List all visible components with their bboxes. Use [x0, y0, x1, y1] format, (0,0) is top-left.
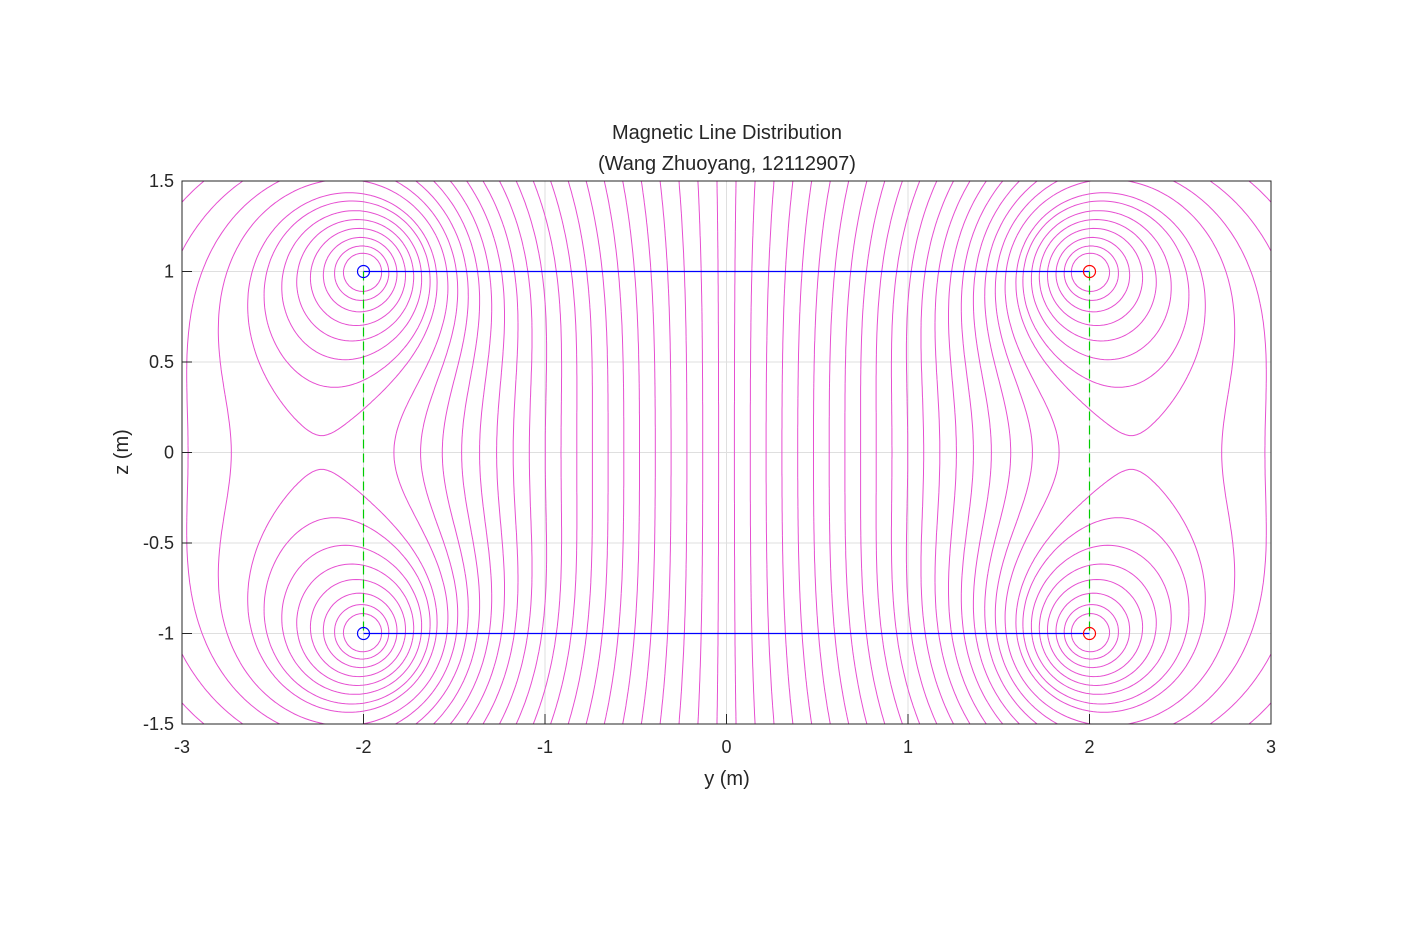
field-line: [984, 181, 1271, 724]
field-line: [828, 181, 850, 724]
field-line: [716, 181, 720, 724]
y-tick-label: -0.5: [143, 533, 174, 553]
field-line: [1055, 236, 1131, 669]
field-line: [934, 181, 971, 724]
y-tick-label: 1.5: [149, 171, 174, 191]
chart-subtitle: (Wang Zhuoyang, 12112907): [598, 153, 856, 175]
field-line: [948, 181, 987, 724]
field-line: [920, 181, 954, 724]
y-axis-label: z (m): [111, 429, 133, 475]
field-line: [678, 181, 688, 724]
field-line: [844, 181, 868, 724]
field-line: [890, 181, 921, 724]
field-line: [603, 181, 625, 724]
x-tick-label: 1: [903, 737, 913, 757]
field-line: [813, 181, 831, 724]
field-line: [322, 236, 398, 669]
y-tick-label: 0.5: [149, 352, 174, 372]
field-line: [585, 181, 609, 724]
field-line: [1015, 192, 1206, 713]
source-markers: [356, 264, 1097, 641]
field-line: [550, 181, 578, 724]
field-line: [1030, 210, 1172, 695]
field-line: [296, 219, 415, 686]
source-marker: [1082, 264, 1097, 279]
x-axis-label: y (m): [704, 768, 750, 790]
field-line: [640, 181, 656, 724]
field-line: [1047, 227, 1144, 678]
field-line: [875, 181, 903, 724]
field-line: [765, 181, 775, 724]
field-line: [972, 181, 1271, 724]
source-marker: [1082, 626, 1097, 641]
field-line: [905, 181, 938, 724]
field-line: [659, 181, 672, 724]
field-line: [994, 181, 1267, 724]
field-line: [860, 181, 886, 724]
field-line: [182, 181, 481, 724]
x-tick-label: 0: [721, 737, 731, 757]
field-line: [622, 181, 640, 724]
field-line: [1038, 219, 1157, 686]
field-lines: [182, 181, 1271, 724]
source-marker: [356, 264, 371, 279]
x-tick-label: 2: [1084, 737, 1094, 757]
field-line: [334, 245, 390, 660]
field-line: [309, 227, 406, 678]
field-line: [466, 181, 505, 724]
field-line: [247, 192, 438, 713]
field-line: [1063, 245, 1119, 660]
y-tick-label: -1: [158, 624, 174, 644]
field-line: [281, 210, 423, 695]
y-tick-label: 0: [164, 443, 174, 463]
field-line: [960, 181, 1004, 724]
field-line: [697, 181, 704, 724]
field-line: [186, 181, 459, 724]
field-line: [515, 181, 548, 724]
field-line: [217, 181, 449, 724]
field-line: [797, 181, 813, 724]
y-tick-label: 1: [164, 262, 174, 282]
field-line: [263, 200, 431, 705]
x-tick-label: 3: [1266, 737, 1276, 757]
chart-title: Magnetic Line Distribution: [612, 122, 842, 144]
axis-ticks: -3 -2 -1 0 1 2 3 1.5 1 0.5 0 -0.5 -1 -1.5: [143, 171, 1276, 757]
source-marker: [356, 626, 371, 641]
field-line: [733, 181, 737, 724]
x-tick-label: -3: [174, 737, 190, 757]
field-line: [567, 181, 593, 724]
field-line: [781, 181, 794, 724]
field-line: [1022, 200, 1190, 705]
field-line: [182, 181, 469, 724]
field-line: [499, 181, 533, 724]
y-tick-label: -1.5: [143, 714, 174, 734]
x-tick-label: -1: [537, 737, 553, 757]
field-line: [532, 181, 563, 724]
x-tick-label: -2: [355, 737, 371, 757]
field-line: [1004, 181, 1236, 724]
field-line: [749, 181, 756, 724]
conductors: [362, 270, 1091, 635]
